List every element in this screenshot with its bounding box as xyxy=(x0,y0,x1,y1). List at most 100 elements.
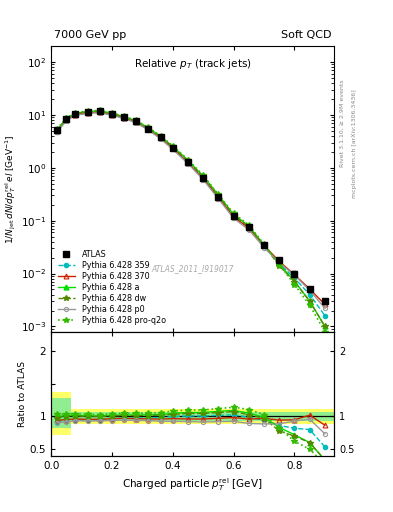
Pythia 6.428 dw xyxy=(97,108,102,114)
Line: Pythia 6.428 dw: Pythia 6.428 dw xyxy=(54,109,328,329)
Pythia 6.428 pro-q2o xyxy=(55,126,59,132)
Text: Rivet 3.1.10, ≥ 2.9M events: Rivet 3.1.10, ≥ 2.9M events xyxy=(340,79,345,167)
Pythia 6.428 a xyxy=(134,118,139,124)
Pythia 6.428 370 xyxy=(323,302,327,308)
Pythia 6.428 370 xyxy=(216,195,221,201)
Pythia 6.428 370 xyxy=(231,214,236,220)
Y-axis label: Ratio to ATLAS: Ratio to ATLAS xyxy=(18,360,27,426)
Pythia 6.428 359 xyxy=(55,129,59,135)
Pythia 6.428 359 xyxy=(64,117,69,123)
Pythia 6.428 359 xyxy=(262,243,266,249)
Pythia 6.428 359 xyxy=(292,275,297,281)
Pythia 6.428 359 xyxy=(246,224,251,230)
Pythia 6.428 pro-q2o xyxy=(158,133,163,139)
Pythia 6.428 p0 xyxy=(262,245,266,251)
Pythia 6.428 a xyxy=(158,134,163,140)
X-axis label: Charged particle $p_T^{\mathrm{rel}}$ [GeV]: Charged particle $p_T^{\mathrm{rel}}$ [G… xyxy=(122,476,263,493)
Y-axis label: $1/N_{\mathrm{jet}}\,dN/dp_T^{\mathrm{rel}}\,el\;[\mathrm{GeV}^{-1}]$: $1/N_{\mathrm{jet}}\,dN/dp_T^{\mathrm{re… xyxy=(4,134,18,244)
Pythia 6.428 dw xyxy=(292,279,297,285)
Pythia 6.428 a xyxy=(97,108,102,114)
Pythia 6.428 359 xyxy=(158,134,163,140)
Pythia 6.428 359 xyxy=(73,112,78,118)
Pythia 6.428 a xyxy=(110,110,114,116)
Pythia 6.428 pro-q2o xyxy=(146,124,151,131)
Pythia 6.428 dw xyxy=(246,224,251,230)
Pythia 6.428 p0 xyxy=(246,227,251,233)
Pythia 6.428 370 xyxy=(171,145,175,152)
Pythia 6.428 pro-q2o xyxy=(231,210,236,217)
Pythia 6.428 370 xyxy=(122,115,127,121)
Pythia 6.428 dw xyxy=(73,111,78,117)
Line: Pythia 6.428 370: Pythia 6.428 370 xyxy=(55,110,327,307)
Pythia 6.428 370 xyxy=(185,160,190,166)
Line: Pythia 6.428 p0: Pythia 6.428 p0 xyxy=(55,111,327,310)
Pythia 6.428 370 xyxy=(201,176,206,182)
Pythia 6.428 dw xyxy=(64,116,69,122)
Line: Pythia 6.428 pro-q2o: Pythia 6.428 pro-q2o xyxy=(54,108,328,334)
Pythia 6.428 pro-q2o xyxy=(97,108,102,114)
Pythia 6.428 359 xyxy=(277,261,282,267)
Pythia 6.428 p0 xyxy=(110,112,114,118)
Pythia 6.428 pro-q2o xyxy=(216,191,221,198)
Pythia 6.428 dw xyxy=(231,212,236,218)
Pythia 6.428 p0 xyxy=(216,196,221,202)
Pythia 6.428 pro-q2o xyxy=(201,173,206,179)
Pythia 6.428 359 xyxy=(146,126,151,132)
Pythia 6.428 370 xyxy=(292,272,297,278)
Pythia 6.428 dw xyxy=(85,109,90,115)
Text: 7000 GeV pp: 7000 GeV pp xyxy=(54,30,126,40)
Pythia 6.428 359 xyxy=(85,110,90,116)
Pythia 6.428 a xyxy=(307,298,312,304)
Pythia 6.428 pro-q2o xyxy=(64,115,69,121)
Pythia 6.428 dw xyxy=(307,298,312,304)
Pythia 6.428 370 xyxy=(97,109,102,115)
Pythia 6.428 370 xyxy=(262,242,266,248)
Pythia 6.428 359 xyxy=(110,112,114,118)
Pythia 6.428 359 xyxy=(185,159,190,165)
Pythia 6.428 a xyxy=(55,127,59,133)
Pythia 6.428 a xyxy=(64,115,69,121)
Pythia 6.428 p0 xyxy=(171,146,175,153)
Pythia 6.428 p0 xyxy=(85,110,90,116)
Pythia 6.428 p0 xyxy=(64,118,69,124)
Pythia 6.428 dw xyxy=(134,118,139,124)
Pythia 6.428 dw xyxy=(122,114,127,120)
Pythia 6.428 dw xyxy=(185,158,190,164)
Line: Pythia 6.428 359: Pythia 6.428 359 xyxy=(55,110,327,318)
Pythia 6.428 dw xyxy=(110,111,114,117)
Pythia 6.428 370 xyxy=(55,128,59,134)
Pythia 6.428 dw xyxy=(262,242,266,248)
Pythia 6.428 370 xyxy=(146,126,151,133)
Pythia 6.428 pro-q2o xyxy=(323,329,327,335)
Pythia 6.428 dw xyxy=(55,127,59,134)
Pythia 6.428 a xyxy=(216,192,221,198)
Pythia 6.428 p0 xyxy=(158,136,163,142)
Pythia 6.428 370 xyxy=(110,112,114,118)
Pythia 6.428 dw xyxy=(277,263,282,269)
Pythia 6.428 370 xyxy=(64,117,69,123)
Legend: ATLAS, Pythia 6.428 359, Pythia 6.428 370, Pythia 6.428 a, Pythia 6.428 dw, Pyth: ATLAS, Pythia 6.428 359, Pythia 6.428 37… xyxy=(55,248,168,328)
Pythia 6.428 a xyxy=(246,223,251,229)
Pythia 6.428 a xyxy=(201,173,206,179)
Pythia 6.428 a xyxy=(171,143,175,150)
Pythia 6.428 p0 xyxy=(122,116,127,122)
Pythia 6.428 pro-q2o xyxy=(110,110,114,116)
Pythia 6.428 370 xyxy=(134,119,139,125)
Pythia 6.428 a xyxy=(85,109,90,115)
Pythia 6.428 pro-q2o xyxy=(262,241,266,247)
Pythia 6.428 a xyxy=(122,114,127,120)
Pythia 6.428 359 xyxy=(231,213,236,219)
Pythia 6.428 dw xyxy=(158,134,163,140)
Pythia 6.428 pro-q2o xyxy=(185,157,190,163)
Pythia 6.428 pro-q2o xyxy=(171,143,175,149)
Pythia 6.428 pro-q2o xyxy=(246,222,251,228)
Pythia 6.428 dw xyxy=(201,174,206,180)
Pythia 6.428 a xyxy=(323,324,327,330)
Pythia 6.428 370 xyxy=(246,225,251,231)
Pythia 6.428 pro-q2o xyxy=(122,113,127,119)
Text: Soft QCD: Soft QCD xyxy=(281,30,331,40)
Pythia 6.428 359 xyxy=(122,115,127,121)
Pythia 6.428 dw xyxy=(146,125,151,131)
Pythia 6.428 359 xyxy=(201,175,206,181)
Pythia 6.428 p0 xyxy=(55,129,59,135)
